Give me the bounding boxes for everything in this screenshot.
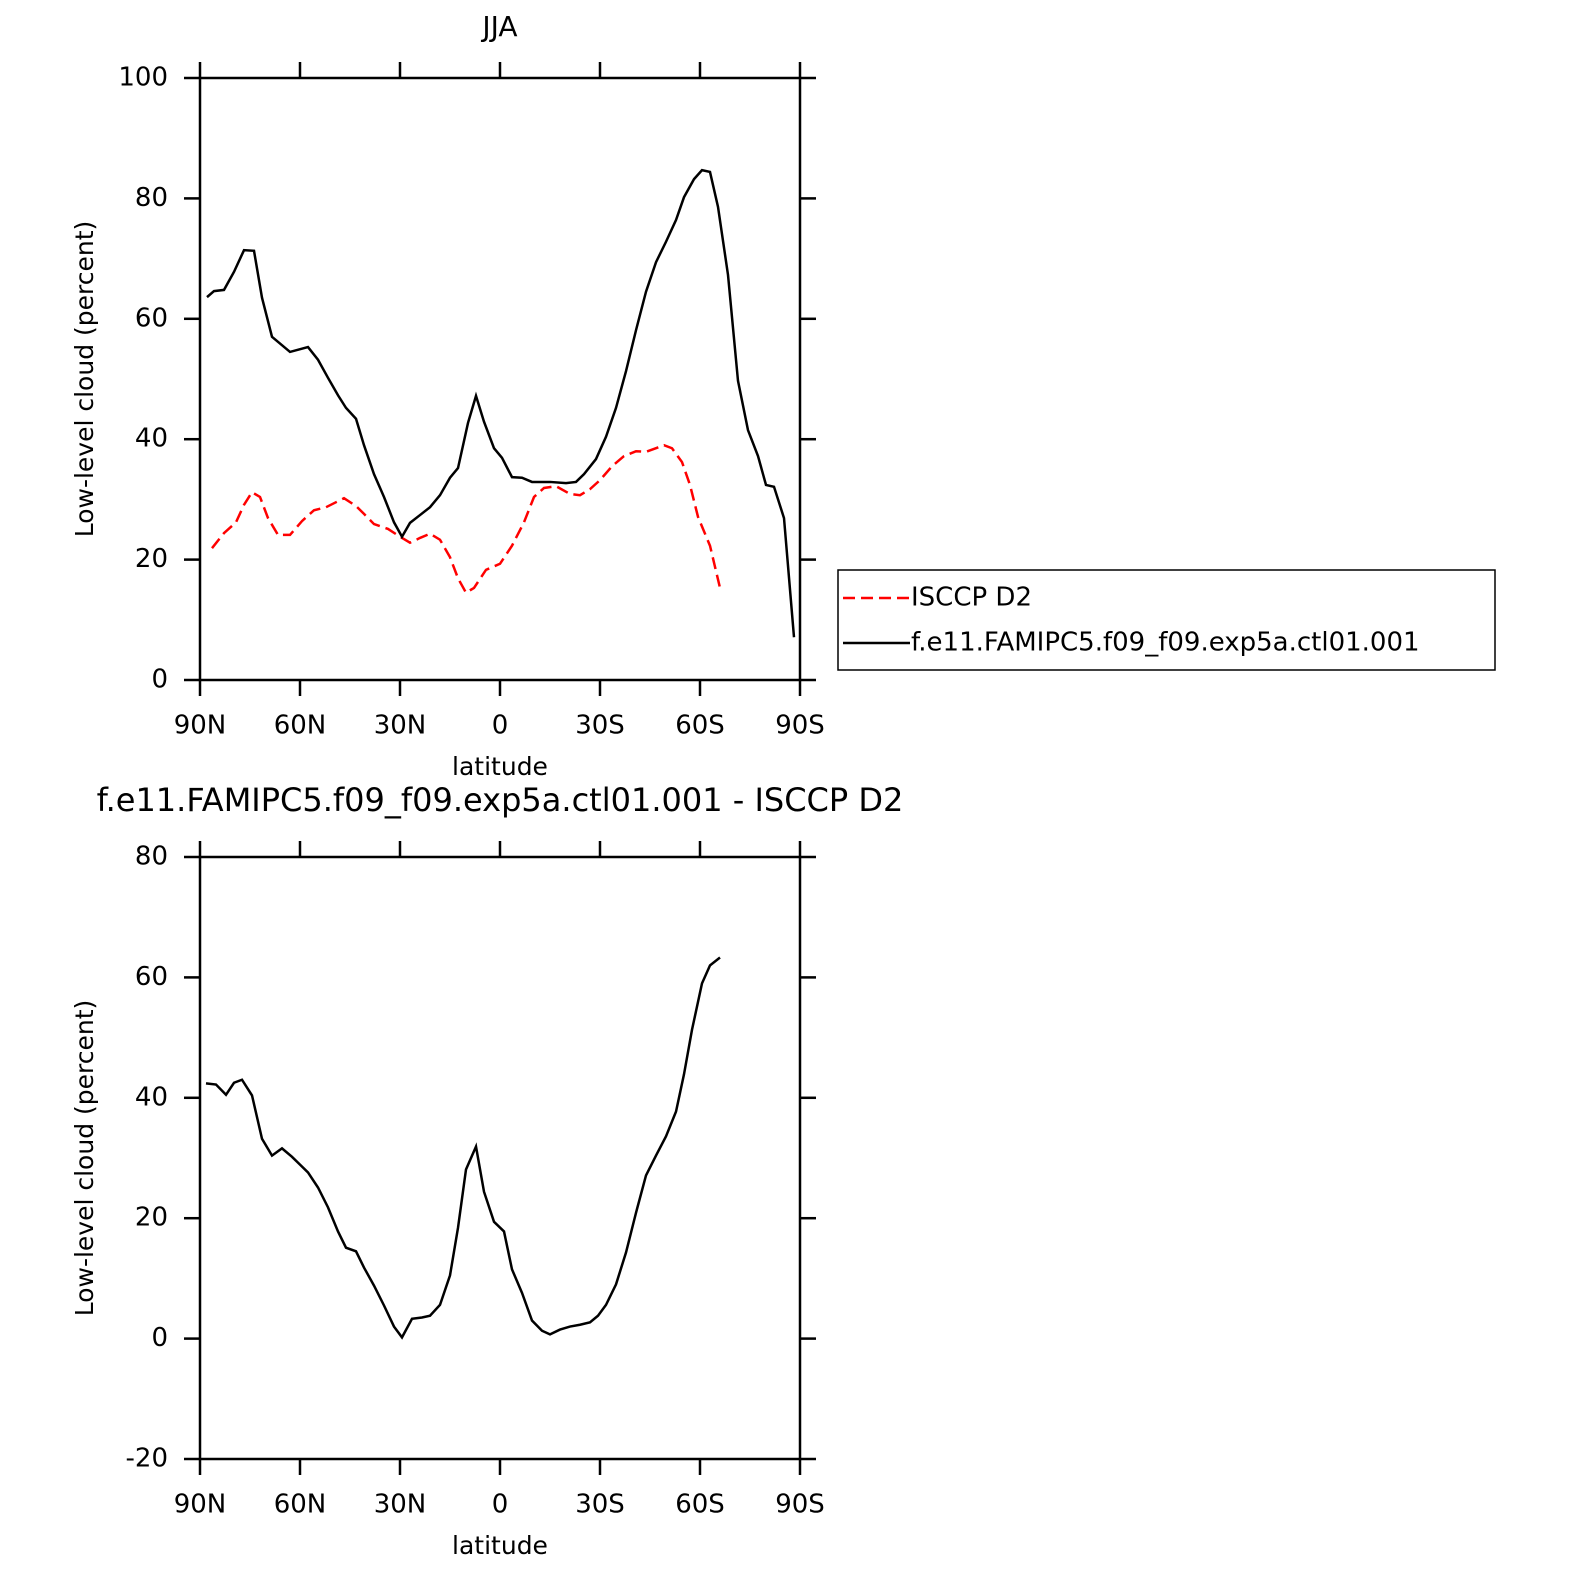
y-tick-label: 20 (135, 544, 168, 574)
x-tick-label: 30N (374, 711, 427, 741)
y-axis-label: Low-level cloud (percent) (70, 221, 99, 538)
y-axis-label: Low-level cloud (percent) (70, 1000, 99, 1317)
chart-title: f.e11.FAMIPC5.f09_f09.exp5a.ctl01.001 - … (97, 781, 904, 819)
x-tick-label: 60N (274, 711, 327, 741)
y-tick-label: -20 (126, 1444, 168, 1474)
y-tick-label: 20 (135, 1203, 168, 1233)
y-tick-label: 60 (135, 962, 168, 992)
y-tick-label: 80 (135, 842, 168, 872)
chart-title: JJA (480, 10, 517, 43)
y-tick-label: 0 (151, 1323, 168, 1353)
data-line (211, 443, 722, 595)
y-tick-label: 40 (135, 424, 168, 454)
y-tick-label: 40 (135, 1082, 168, 1112)
x-tick-label: 0 (492, 1490, 509, 1520)
x-axis-label: latitude (452, 752, 548, 781)
plot-frame (198, 855, 802, 1461)
x-tick-label: 90S (775, 1490, 825, 1520)
x-tick-label: 90N (174, 1490, 227, 1520)
x-tick-label: 30S (575, 1490, 625, 1520)
y-tick-label: 100 (118, 63, 168, 93)
x-axis-label: latitude (452, 1531, 548, 1560)
legend-label: f.e11.FAMIPC5.f09_f09.exp5a.ctl01.001 (911, 628, 1420, 658)
legend-label: ISCCP D2 (911, 583, 1032, 613)
plot-frame (198, 76, 802, 682)
y-tick-label: 0 (151, 665, 168, 695)
data-line (206, 168, 796, 638)
y-tick-label: 60 (135, 303, 168, 333)
legend-box (837, 569, 1496, 671)
x-tick-label: 60S (675, 711, 725, 741)
x-tick-label: 60S (675, 1490, 725, 1520)
data-line (205, 956, 721, 1340)
y-tick-label: 80 (135, 183, 168, 213)
x-tick-label: 30S (575, 711, 625, 741)
x-tick-label: 90S (775, 711, 825, 741)
x-tick-label: 0 (492, 711, 509, 741)
x-tick-label: 90N (174, 711, 227, 741)
x-tick-label: 60N (274, 1490, 327, 1520)
x-tick-label: 30N (374, 1490, 427, 1520)
